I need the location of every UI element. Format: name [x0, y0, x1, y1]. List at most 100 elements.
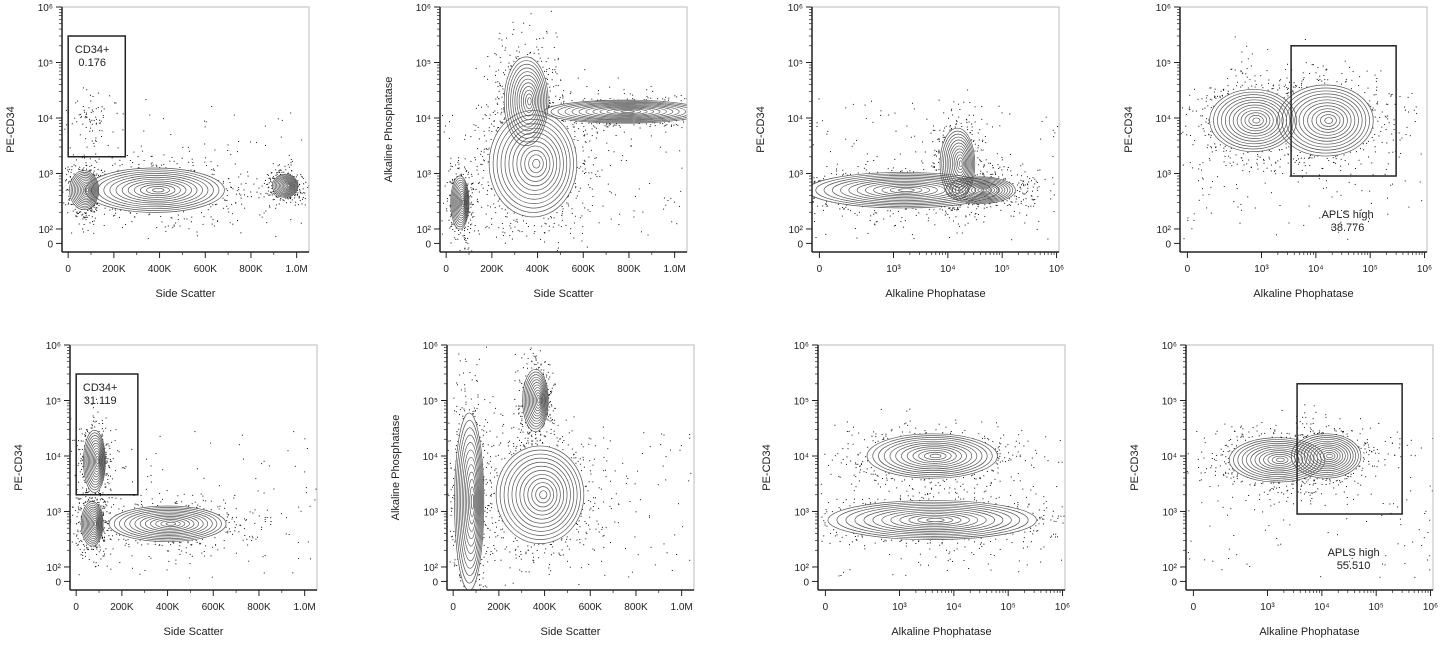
event-dot	[572, 213, 573, 214]
event-dot	[270, 179, 271, 180]
event-dot	[152, 156, 153, 157]
event-dot	[163, 164, 164, 165]
event-dot	[961, 123, 962, 124]
event-dot	[451, 242, 452, 243]
event-dot	[58, 200, 59, 201]
event-dot	[978, 206, 979, 207]
event-dot	[502, 86, 503, 87]
event-dot	[595, 174, 596, 175]
event-dot	[870, 215, 871, 216]
event-dot	[671, 126, 672, 127]
event-dot	[226, 188, 227, 189]
event-dot	[55, 206, 56, 207]
event-dot	[237, 151, 238, 152]
event-dot	[484, 160, 485, 161]
event-dot	[668, 100, 669, 101]
event-dot	[933, 162, 934, 163]
event-dot	[582, 226, 583, 227]
event-dot	[100, 175, 101, 176]
event-dot	[743, 115, 744, 116]
event-dot	[477, 166, 478, 167]
event-dot	[115, 163, 116, 164]
event-dot	[570, 91, 571, 92]
event-dot	[728, 118, 729, 119]
event-dot	[214, 226, 215, 227]
event-dot	[553, 227, 554, 228]
event-dot	[443, 203, 444, 204]
event-dot	[587, 247, 588, 248]
event-dot	[568, 205, 569, 206]
event-dot	[966, 216, 967, 217]
event-dot	[86, 127, 87, 128]
event-dot	[489, 66, 490, 67]
event-dot	[497, 127, 498, 128]
event-dot	[297, 194, 298, 195]
event-dot	[98, 93, 99, 94]
event-dot	[118, 147, 119, 148]
event-dot	[493, 112, 494, 113]
event-dot	[546, 71, 547, 72]
event-dot	[915, 209, 916, 210]
event-dot	[484, 76, 485, 77]
event-dot	[471, 202, 472, 203]
event-dot	[772, 197, 773, 198]
event-dot	[701, 117, 702, 118]
event-dot	[188, 228, 189, 229]
event-dot	[449, 121, 450, 122]
event-dot	[549, 68, 550, 69]
event-dot	[102, 130, 103, 131]
event-dot	[276, 205, 277, 206]
event-dot	[223, 198, 224, 199]
event-dot	[614, 125, 615, 126]
event-dot	[175, 223, 176, 224]
event-dot	[479, 182, 480, 183]
event-dot	[877, 172, 878, 173]
event-dot	[493, 203, 494, 204]
event-dot	[845, 173, 846, 174]
event-dot	[489, 227, 490, 228]
event-dot	[473, 216, 474, 217]
event-dot	[119, 160, 120, 161]
event-dot	[593, 164, 594, 165]
event-dot	[269, 182, 270, 183]
event-dot	[714, 108, 715, 109]
event-dot	[543, 67, 544, 68]
event-dot	[95, 209, 96, 210]
event-dot	[708, 112, 709, 113]
event-dot	[276, 172, 277, 173]
event-dot	[918, 212, 919, 213]
event-dot	[90, 210, 91, 211]
event-dot	[86, 219, 87, 220]
event-dot	[447, 198, 448, 199]
event-dot	[96, 141, 97, 142]
event-dot	[890, 216, 891, 217]
event-dot	[477, 199, 478, 200]
event-dot	[900, 221, 901, 222]
event-dot	[300, 200, 301, 201]
event-dot	[783, 183, 784, 184]
event-dot	[905, 209, 906, 210]
event-dot	[517, 222, 518, 223]
event-dot	[90, 101, 91, 102]
event-dot	[85, 117, 86, 118]
event-dot	[599, 176, 600, 177]
event-dot	[69, 198, 70, 199]
event-dot	[481, 207, 482, 208]
event-dot	[582, 171, 583, 172]
event-dot	[562, 206, 563, 207]
event-dot	[585, 141, 586, 142]
event-dot	[512, 34, 513, 35]
event-dot	[125, 224, 126, 225]
event-dot	[279, 203, 280, 204]
event-dot	[627, 99, 628, 100]
event-dot	[82, 215, 83, 216]
event-dot	[1020, 189, 1021, 190]
event-dot	[529, 25, 530, 26]
event-dot	[474, 124, 475, 125]
event-dot	[757, 102, 758, 103]
event-dot	[495, 207, 496, 208]
event-dot	[837, 164, 838, 165]
event-dot	[596, 176, 597, 177]
event-dot	[486, 148, 487, 149]
event-dot	[259, 188, 260, 189]
